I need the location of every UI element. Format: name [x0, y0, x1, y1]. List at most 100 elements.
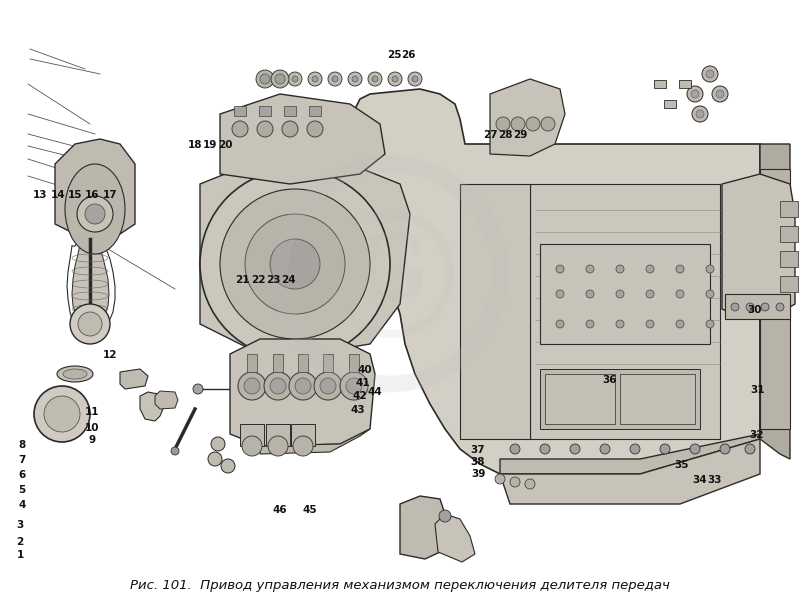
Circle shape — [44, 396, 80, 432]
Text: 11: 11 — [85, 407, 99, 417]
Text: 41: 41 — [356, 378, 370, 388]
Text: 31: 31 — [750, 385, 766, 395]
Circle shape — [221, 459, 235, 473]
Circle shape — [308, 72, 322, 86]
Polygon shape — [291, 424, 315, 446]
Circle shape — [616, 265, 624, 273]
Bar — [349, 354, 359, 372]
Text: 10: 10 — [85, 423, 99, 433]
Text: 13: 13 — [33, 190, 47, 200]
Circle shape — [352, 76, 358, 82]
Polygon shape — [220, 94, 385, 184]
Circle shape — [292, 76, 298, 82]
Circle shape — [586, 290, 594, 298]
Text: 22: 22 — [250, 275, 266, 285]
Polygon shape — [72, 244, 109, 322]
Text: 46: 46 — [273, 505, 287, 515]
Polygon shape — [155, 391, 178, 409]
Circle shape — [70, 304, 110, 344]
Bar — [780, 251, 798, 267]
Circle shape — [646, 290, 654, 298]
Text: 16: 16 — [85, 190, 99, 200]
Circle shape — [295, 378, 311, 394]
Bar — [620, 374, 695, 424]
Bar — [664, 100, 676, 108]
Bar — [780, 226, 798, 242]
Circle shape — [320, 378, 336, 394]
Text: 26: 26 — [401, 50, 415, 60]
Text: 18: 18 — [188, 140, 202, 150]
Text: 12: 12 — [102, 350, 118, 360]
Polygon shape — [140, 392, 165, 421]
Circle shape — [511, 117, 525, 131]
Circle shape — [745, 444, 755, 454]
Circle shape — [706, 265, 714, 273]
Bar — [540, 244, 710, 344]
Circle shape — [540, 444, 550, 454]
Bar — [259, 106, 271, 116]
Text: 1: 1 — [16, 550, 24, 560]
Text: 28: 28 — [498, 130, 512, 140]
Circle shape — [388, 72, 402, 86]
Circle shape — [275, 74, 285, 84]
Circle shape — [211, 437, 225, 451]
Text: 38: 38 — [470, 457, 486, 467]
Circle shape — [616, 290, 624, 298]
Polygon shape — [260, 429, 370, 454]
Bar — [284, 106, 296, 116]
Circle shape — [368, 72, 382, 86]
Text: 36: 36 — [602, 375, 618, 385]
Polygon shape — [266, 424, 290, 446]
Circle shape — [289, 372, 317, 400]
Circle shape — [193, 384, 203, 394]
Circle shape — [271, 70, 289, 88]
Circle shape — [646, 320, 654, 328]
Circle shape — [307, 121, 323, 137]
Text: 45: 45 — [302, 505, 318, 515]
Circle shape — [264, 372, 292, 400]
Circle shape — [495, 474, 505, 484]
Circle shape — [696, 110, 704, 118]
Bar — [780, 276, 798, 292]
Circle shape — [340, 372, 368, 400]
Circle shape — [408, 72, 422, 86]
Bar — [234, 106, 246, 116]
Polygon shape — [270, 354, 340, 389]
Circle shape — [687, 86, 703, 102]
Circle shape — [526, 117, 540, 131]
Circle shape — [257, 121, 273, 137]
Ellipse shape — [65, 164, 125, 254]
Text: 24: 24 — [281, 275, 295, 285]
Polygon shape — [350, 89, 760, 474]
Circle shape — [691, 90, 699, 98]
Bar — [679, 80, 691, 88]
Circle shape — [439, 510, 451, 522]
Bar — [273, 354, 283, 372]
Circle shape — [630, 444, 640, 454]
Circle shape — [293, 436, 313, 456]
Polygon shape — [55, 139, 135, 234]
Circle shape — [692, 106, 708, 122]
Bar — [247, 354, 257, 372]
Circle shape — [720, 444, 730, 454]
Bar — [323, 354, 333, 372]
Text: 35: 35 — [674, 460, 690, 470]
Circle shape — [716, 90, 724, 98]
Ellipse shape — [57, 366, 93, 382]
Circle shape — [220, 189, 370, 339]
Circle shape — [232, 121, 248, 137]
Circle shape — [660, 444, 670, 454]
Polygon shape — [500, 439, 760, 504]
Text: 29: 29 — [513, 130, 527, 140]
Text: 43: 43 — [350, 405, 366, 415]
Circle shape — [731, 303, 739, 311]
Polygon shape — [400, 496, 445, 559]
Circle shape — [556, 320, 564, 328]
Circle shape — [676, 320, 684, 328]
Circle shape — [706, 290, 714, 298]
Circle shape — [312, 76, 318, 82]
Bar — [309, 106, 321, 116]
Circle shape — [392, 76, 398, 82]
Circle shape — [268, 436, 288, 456]
Text: 44: 44 — [368, 387, 382, 397]
